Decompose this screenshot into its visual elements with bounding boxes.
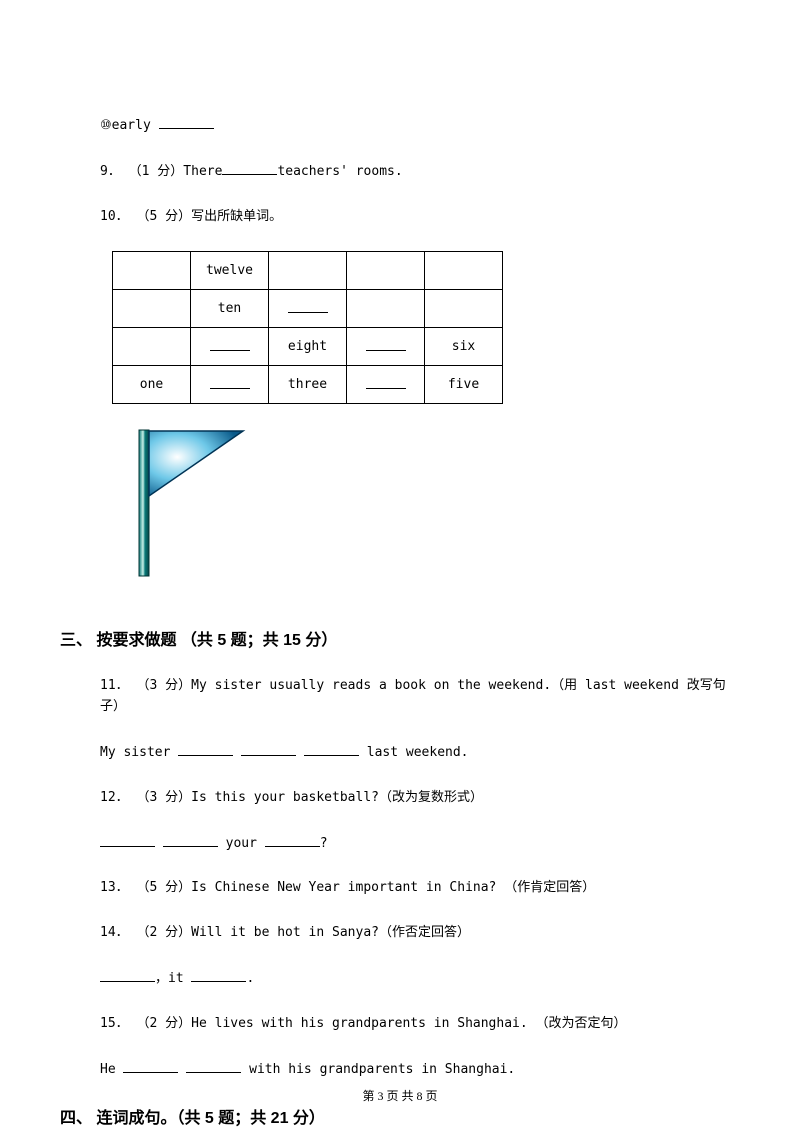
cell-empty (347, 290, 425, 328)
blank[interactable] (163, 833, 218, 847)
question-12: 12． （3 分）Is this your basketball?（改为复数形式… (60, 788, 740, 809)
question-13: 13． （5 分）Is Chinese New Year important i… (60, 878, 740, 899)
blank[interactable] (100, 833, 155, 847)
blank[interactable] (288, 301, 328, 313)
q15-post: with his grandparents in Shanghai. (241, 1062, 515, 1077)
blank[interactable] (186, 1059, 241, 1073)
number-table: twelve ten eight six one three five (112, 251, 503, 404)
blank[interactable] (159, 115, 214, 129)
cell-blank-wrap (269, 290, 347, 328)
blank[interactable] (304, 742, 359, 756)
q15-text: 15． （2 分）He lives with his grandparents … (100, 1016, 627, 1031)
cell-empty (113, 290, 191, 328)
page-footer: 第 3 页 共 8 页 (0, 1087, 800, 1104)
cell-empty (347, 252, 425, 290)
q15-pre: He (100, 1062, 123, 1077)
section-4-header: 四、 连词成句。（共 5 题；共 21 分） (60, 1104, 740, 1128)
q9-text: 9． （1 分）There (100, 164, 222, 179)
cell-five: five (425, 366, 503, 404)
question-11: 11． （3 分）My sister usually reads a book … (60, 676, 740, 718)
question-12-answer: your ? (60, 833, 740, 855)
q14-text: 14． （2 分）Will it be hot in Sanya?（作否定回答） (100, 925, 470, 940)
cell-empty (269, 252, 347, 290)
cell-empty (113, 328, 191, 366)
blank[interactable] (210, 377, 250, 389)
cell-three: three (269, 366, 347, 404)
cell-empty (425, 290, 503, 328)
q13-text: 13． （5 分）Is Chinese New Year important i… (100, 880, 595, 895)
question-10: 10． （5 分）写出所缺单词。 (60, 207, 740, 228)
cell-ten: ten (191, 290, 269, 328)
cell-blank-wrap (191, 328, 269, 366)
question-15-answer: He with his grandparents in Shanghai. (60, 1059, 740, 1081)
question-15: 15． （2 分）He lives with his grandparents … (60, 1014, 740, 1035)
question-14-answer: ，it . (60, 968, 740, 990)
cell-empty (425, 252, 503, 290)
table-row: twelve (113, 252, 503, 290)
cell-twelve: twelve (191, 252, 269, 290)
q12-end: ? (320, 836, 328, 851)
q12-text: 12． （3 分）Is this your basketball?（改为复数形式… (100, 790, 483, 805)
q11-pre: My sister (100, 745, 178, 760)
question-11-answer: My sister last weekend. (60, 742, 740, 764)
blank[interactable] (123, 1059, 178, 1073)
flag-image (135, 428, 265, 578)
cell-blank-wrap (191, 366, 269, 404)
table-row: eight six (113, 328, 503, 366)
q14-mid: ，it (155, 971, 191, 986)
cell-blank-wrap (347, 366, 425, 404)
question-14: 14． （2 分）Will it be hot in Sanya?（作否定回答） (60, 923, 740, 944)
q9-after: teachers' rooms. (277, 164, 402, 179)
blank[interactable] (210, 339, 250, 351)
blank[interactable] (366, 339, 406, 351)
question-early: ⑩early (60, 115, 740, 137)
q10-text: 10． （5 分）写出所缺单词。 (100, 209, 282, 224)
question-9: 9． （1 分）There teachers' rooms. (60, 161, 740, 183)
q14-end: . (246, 971, 254, 986)
blank[interactable] (366, 377, 406, 389)
q12-mid: your (218, 836, 265, 851)
cell-one: one (113, 366, 191, 404)
section-3-header: 三、 按要求做题 （共 5 题；共 15 分） (60, 626, 740, 650)
blank[interactable] (100, 968, 155, 982)
blank[interactable] (222, 161, 277, 175)
blank[interactable] (191, 968, 246, 982)
cell-eight: eight (269, 328, 347, 366)
cell-empty (113, 252, 191, 290)
q11-post: last weekend. (359, 745, 469, 760)
blank[interactable] (178, 742, 233, 756)
blank[interactable] (241, 742, 296, 756)
table-row: ten (113, 290, 503, 328)
cell-six: six (425, 328, 503, 366)
cell-blank-wrap (347, 328, 425, 366)
q-early-text: ⑩early (100, 118, 159, 133)
q11-text: 11． （3 分）My sister usually reads a book … (100, 678, 726, 714)
table-row: one three five (113, 366, 503, 404)
blank[interactable] (265, 833, 320, 847)
